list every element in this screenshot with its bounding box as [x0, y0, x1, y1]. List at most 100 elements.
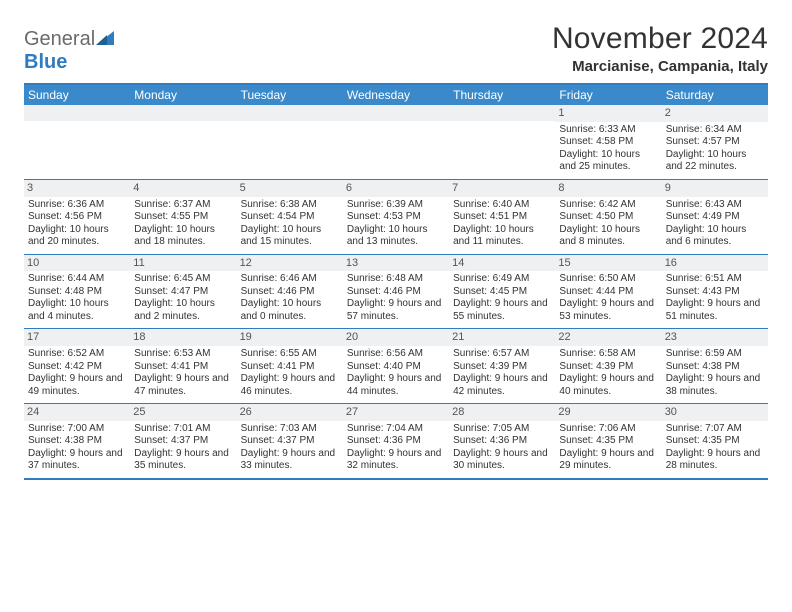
day-header-cell: Wednesday	[343, 85, 449, 105]
day-number: 5	[237, 180, 343, 197]
day-number: 14	[449, 255, 555, 272]
day-info: Sunrise: 6:40 AMSunset: 4:51 PMDaylight:…	[453, 199, 551, 249]
sunrise-text: Sunrise: 6:39 AM	[347, 199, 445, 212]
daylight-text: Daylight: 9 hours and 57 minutes.	[347, 298, 445, 323]
day-number: 16	[662, 255, 768, 272]
day-header-cell: Thursday	[449, 85, 555, 105]
week-row: 17Sunrise: 6:52 AMSunset: 4:42 PMDayligh…	[24, 329, 768, 404]
daylight-text: Daylight: 9 hours and 51 minutes.	[666, 298, 764, 323]
day-info: Sunrise: 6:42 AMSunset: 4:50 PMDaylight:…	[559, 199, 657, 249]
sunset-text: Sunset: 4:55 PM	[134, 211, 232, 224]
sunrise-text: Sunrise: 6:46 AM	[241, 273, 339, 286]
sunset-text: Sunset: 4:56 PM	[28, 211, 126, 224]
daylight-text: Daylight: 9 hours and 28 minutes.	[666, 448, 764, 473]
daylight-text: Daylight: 9 hours and 42 minutes.	[453, 373, 551, 398]
daylight-text: Daylight: 9 hours and 35 minutes.	[134, 448, 232, 473]
day-info: Sunrise: 6:36 AMSunset: 4:56 PMDaylight:…	[28, 199, 126, 249]
sunset-text: Sunset: 4:45 PM	[453, 286, 551, 299]
daylight-text: Daylight: 10 hours and 15 minutes.	[241, 224, 339, 249]
day-number: 12	[237, 255, 343, 272]
day-number: 27	[343, 404, 449, 421]
day-cell: 6Sunrise: 6:39 AMSunset: 4:53 PMDaylight…	[343, 180, 449, 254]
daylight-text: Daylight: 9 hours and 37 minutes.	[28, 448, 126, 473]
daylight-text: Daylight: 10 hours and 4 minutes.	[28, 298, 126, 323]
sunset-text: Sunset: 4:53 PM	[347, 211, 445, 224]
location: Marcianise, Campania, Italy	[552, 58, 768, 75]
sunrise-text: Sunrise: 7:05 AM	[453, 423, 551, 436]
sunset-text: Sunset: 4:39 PM	[453, 361, 551, 374]
day-cell: 29Sunrise: 7:06 AMSunset: 4:35 PMDayligh…	[555, 404, 661, 478]
calendar-page: GeneralBlue November 2024 Marcianise, Ca…	[0, 0, 792, 498]
day-cell: 22Sunrise: 6:58 AMSunset: 4:39 PMDayligh…	[555, 329, 661, 403]
sunrise-text: Sunrise: 6:44 AM	[28, 273, 126, 286]
month-title: November 2024	[552, 22, 768, 56]
day-number	[449, 105, 555, 121]
day-info: Sunrise: 6:57 AMSunset: 4:39 PMDaylight:…	[453, 348, 551, 398]
day-cell: 7Sunrise: 6:40 AMSunset: 4:51 PMDaylight…	[449, 180, 555, 254]
logo-part2: Blue	[24, 51, 67, 73]
day-number	[343, 105, 449, 121]
day-number: 13	[343, 255, 449, 272]
day-cell	[130, 105, 236, 179]
day-cell: 19Sunrise: 6:55 AMSunset: 4:41 PMDayligh…	[237, 329, 343, 403]
day-number: 24	[24, 404, 130, 421]
weeks-container: 1Sunrise: 6:33 AMSunset: 4:58 PMDaylight…	[24, 105, 768, 480]
daylight-text: Daylight: 9 hours and 40 minutes.	[559, 373, 657, 398]
day-info: Sunrise: 6:43 AMSunset: 4:49 PMDaylight:…	[666, 199, 764, 249]
daylight-text: Daylight: 10 hours and 8 minutes.	[559, 224, 657, 249]
day-cell: 14Sunrise: 6:49 AMSunset: 4:45 PMDayligh…	[449, 255, 555, 329]
day-number: 15	[555, 255, 661, 272]
day-number: 6	[343, 180, 449, 197]
daylight-text: Daylight: 10 hours and 0 minutes.	[241, 298, 339, 323]
day-cell: 20Sunrise: 6:56 AMSunset: 4:40 PMDayligh…	[343, 329, 449, 403]
week-row: 1Sunrise: 6:33 AMSunset: 4:58 PMDaylight…	[24, 105, 768, 180]
sunrise-text: Sunrise: 6:49 AM	[453, 273, 551, 286]
day-info: Sunrise: 6:55 AMSunset: 4:41 PMDaylight:…	[241, 348, 339, 398]
day-number	[24, 105, 130, 121]
day-cell: 3 Sunrise: 6:36 AMSunset: 4:56 PMDaylight…	[24, 180, 130, 254]
day-number: 30	[662, 404, 768, 421]
day-number: 22	[555, 329, 661, 346]
sunrise-text: Sunrise: 6:55 AM	[241, 348, 339, 361]
day-cell: 23Sunrise: 6:59 AMSunset: 4:38 PMDayligh…	[662, 329, 768, 403]
day-info: Sunrise: 6:44 AMSunset: 4:48 PMDaylight:…	[28, 273, 126, 323]
day-info: Sunrise: 7:07 AMSunset: 4:35 PMDaylight:…	[666, 423, 764, 473]
day-info: Sunrise: 7:03 AMSunset: 4:37 PMDaylight:…	[241, 423, 339, 473]
daylight-text: Daylight: 10 hours and 20 minutes.	[28, 224, 126, 249]
daylight-text: Daylight: 9 hours and 29 minutes.	[559, 448, 657, 473]
logo: GeneralBlue	[24, 22, 114, 74]
sunset-text: Sunset: 4:49 PM	[666, 211, 764, 224]
daylight-text: Daylight: 10 hours and 22 minutes.	[666, 149, 764, 174]
daylight-text: Daylight: 10 hours and 6 minutes.	[666, 224, 764, 249]
day-info: Sunrise: 7:00 AMSunset: 4:38 PMDaylight:…	[28, 423, 126, 473]
sunrise-text: Sunrise: 6:52 AM	[28, 348, 126, 361]
sunrise-text: Sunrise: 7:03 AM	[241, 423, 339, 436]
sunset-text: Sunset: 4:38 PM	[666, 361, 764, 374]
day-info: Sunrise: 7:06 AMSunset: 4:35 PMDaylight:…	[559, 423, 657, 473]
logo-part1: General	[24, 28, 95, 50]
sunrise-text: Sunrise: 6:48 AM	[347, 273, 445, 286]
logo-sail-icon	[96, 28, 114, 50]
day-info: Sunrise: 6:56 AMSunset: 4:40 PMDaylight:…	[347, 348, 445, 398]
sunrise-text: Sunrise: 6:56 AM	[347, 348, 445, 361]
sunset-text: Sunset: 4:57 PM	[666, 136, 764, 149]
sunrise-text: Sunrise: 7:00 AM	[28, 423, 126, 436]
sunset-text: Sunset: 4:40 PM	[347, 361, 445, 374]
sunset-text: Sunset: 4:50 PM	[559, 211, 657, 224]
sunrise-text: Sunrise: 6:43 AM	[666, 199, 764, 212]
day-cell: 4Sunrise: 6:37 AMSunset: 4:55 PMDaylight…	[130, 180, 236, 254]
day-number: 4	[130, 180, 236, 197]
day-info: Sunrise: 6:34 AMSunset: 4:57 PMDaylight:…	[666, 124, 764, 174]
day-cell: 1Sunrise: 6:33 AMSunset: 4:58 PMDaylight…	[555, 105, 661, 179]
day-cell: 2Sunrise: 6:34 AMSunset: 4:57 PMDaylight…	[662, 105, 768, 179]
sunset-text: Sunset: 4:47 PM	[134, 286, 232, 299]
day-info: Sunrise: 7:01 AMSunset: 4:37 PMDaylight:…	[134, 423, 232, 473]
sunset-text: Sunset: 4:58 PM	[559, 136, 657, 149]
day-info: Sunrise: 6:45 AMSunset: 4:47 PMDaylight:…	[134, 273, 232, 323]
day-number: 9	[662, 180, 768, 197]
day-cell: 24 Sunrise: 7:00 AMSunset: 4:38 PMDayligh…	[24, 404, 130, 478]
sunset-text: Sunset: 4:35 PM	[666, 435, 764, 448]
daylight-text: Daylight: 10 hours and 11 minutes.	[453, 224, 551, 249]
day-info: Sunrise: 7:05 AMSunset: 4:36 PMDaylight:…	[453, 423, 551, 473]
day-number: 3	[24, 180, 130, 197]
